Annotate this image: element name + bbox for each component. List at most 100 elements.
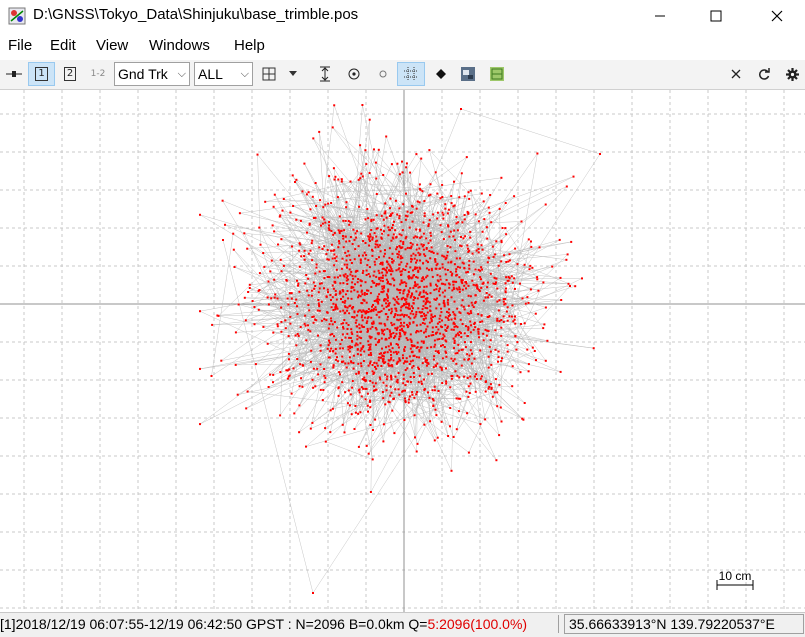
solution-point: [450, 318, 453, 321]
solution-point: [324, 221, 327, 224]
solution-point: [476, 243, 479, 246]
show-point-button[interactable]: [372, 62, 394, 86]
solution-point: [327, 291, 329, 294]
grid-toggle-button[interactable]: [397, 62, 425, 86]
solution-point: [382, 255, 385, 258]
solution-point: [381, 291, 384, 294]
solution-point: [560, 299, 563, 301]
solution-point: [406, 293, 409, 296]
maximize-button[interactable]: [693, 0, 739, 32]
menu-help[interactable]: Help: [234, 37, 265, 54]
solution-point: [352, 277, 355, 280]
solution-point: [440, 307, 443, 310]
solution-point: [217, 314, 220, 317]
solution-point: [465, 156, 468, 159]
solution-point: [402, 304, 405, 307]
show-map-button[interactable]: [457, 62, 479, 86]
quality-select[interactable]: ALL ⌵: [194, 62, 253, 86]
solution-point: [444, 258, 447, 261]
solution-point: [406, 295, 409, 298]
solution-point: [489, 383, 492, 386]
solution-point: [347, 278, 350, 281]
solution-point: [367, 273, 370, 275]
show-sky-button[interactable]: [486, 62, 508, 86]
plot-area[interactable]: 10 cm: [0, 90, 805, 612]
origin-dropdown-button[interactable]: [284, 62, 302, 86]
solution-point: [485, 380, 487, 383]
plot-type-select[interactable]: Gnd Trk ⌵: [114, 62, 190, 86]
clear-button[interactable]: [725, 62, 747, 86]
solution-point: [332, 302, 335, 305]
close-window-button[interactable]: [754, 0, 800, 32]
solution-point: [301, 190, 304, 193]
solution-point: [487, 355, 490, 358]
solution-point: [371, 280, 374, 282]
solution-point: [422, 244, 425, 246]
solution-point: [319, 282, 321, 285]
solution-point: [439, 275, 442, 278]
solution-point: [433, 355, 436, 358]
solution-point: [341, 347, 344, 350]
menu-view[interactable]: View: [96, 37, 129, 54]
solution-point: [346, 309, 349, 312]
solution-point: [358, 205, 361, 208]
menu-edit[interactable]: Edit: [50, 37, 76, 54]
minimize-button[interactable]: [637, 0, 683, 32]
solution-point: [369, 336, 372, 338]
solution-point: [347, 220, 350, 222]
solution-point: [458, 286, 461, 289]
plot-1-2-button[interactable]: 1-2: [85, 62, 111, 86]
solution-point: [422, 221, 425, 224]
solution-point: [436, 436, 439, 439]
solution-point: [452, 288, 455, 290]
center-button[interactable]: [343, 62, 365, 86]
solution-point: [284, 319, 287, 322]
solution-point: [505, 276, 508, 279]
solution-point: [379, 261, 382, 264]
solution-point: [266, 296, 269, 299]
solution-point: [439, 267, 442, 270]
solution-point: [254, 363, 257, 366]
origin-button[interactable]: [258, 62, 280, 86]
solution-point: [455, 273, 458, 276]
solution-point: [498, 383, 501, 386]
solution-point: [389, 350, 392, 353]
solution-point: [392, 351, 395, 354]
solution-point: [434, 260, 437, 263]
solution-point: [340, 229, 343, 232]
solution-point: [433, 339, 436, 342]
settings-button[interactable]: [781, 62, 803, 86]
solution-point: [466, 271, 469, 273]
solution-point: [389, 394, 392, 397]
solution-point: [431, 331, 434, 333]
show-marker-button[interactable]: [430, 62, 452, 86]
plot-1-button[interactable]: 1: [28, 62, 55, 86]
solution-point: [423, 215, 426, 218]
solution-point: [467, 385, 470, 388]
solution-point: [402, 382, 405, 385]
connect-button[interactable]: [3, 62, 25, 86]
ground-track-plot[interactable]: 10 cm: [0, 90, 805, 612]
solution-point: [428, 268, 430, 271]
fit-vertical-button[interactable]: [314, 62, 336, 86]
grid-icon: [404, 67, 418, 81]
menu-file[interactable]: File: [8, 37, 33, 54]
plot-2-button[interactable]: 2: [58, 62, 82, 86]
solution-point: [404, 214, 407, 217]
solution-point: [500, 326, 503, 329]
solution-point: [422, 300, 425, 303]
solution-point: [482, 200, 485, 203]
solution-point: [348, 240, 351, 243]
solution-point: [516, 263, 519, 266]
solution-point: [441, 183, 444, 186]
solution-point: [350, 413, 353, 416]
solution-point: [508, 277, 511, 280]
reload-button[interactable]: [753, 62, 775, 86]
solution-point: [334, 306, 337, 309]
solution-point: [402, 203, 405, 206]
solution-point: [407, 289, 410, 292]
solution-point: [340, 322, 343, 325]
solution-point: [434, 408, 437, 411]
solution-point: [322, 389, 325, 391]
menu-windows[interactable]: Windows: [149, 37, 210, 54]
